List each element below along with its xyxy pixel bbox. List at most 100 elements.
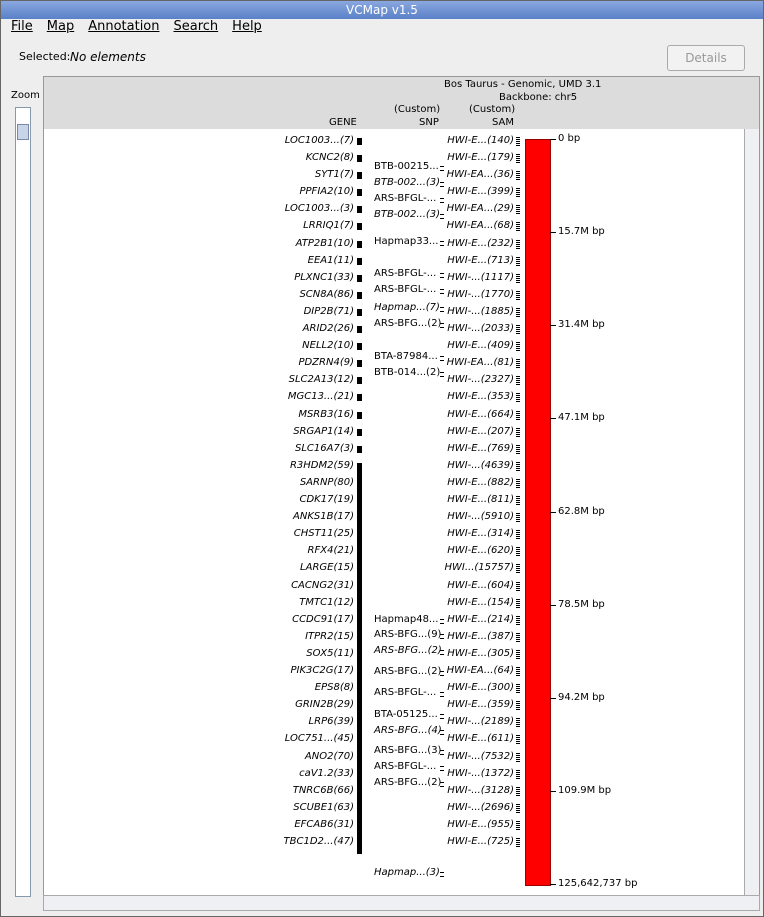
snp-label: ARS-BFG...(4) (374, 725, 442, 736)
gene-tick (357, 633, 362, 641)
sam-label: HWI-...(1770) (447, 288, 514, 300)
sam-label: HWI-EA...(68) (446, 220, 514, 232)
gene-tick (357, 497, 362, 505)
gene-label: PLXNC1(33) (294, 271, 354, 283)
gene-label: SCUBE1(63) (293, 801, 354, 813)
snp-label: BTB-00215... (374, 161, 439, 172)
gene-label: ITPR2(15) (305, 630, 354, 642)
sam-tick (516, 359, 520, 369)
sam-label: HWI-EA...(64) (446, 665, 514, 677)
gene-tick (357, 445, 362, 453)
gene-label: TMTC1(12) (299, 596, 354, 608)
sam-tick (516, 513, 520, 523)
sam-tick (516, 564, 520, 574)
gene-label: SCN8A(86) (299, 288, 354, 300)
sam-label: HWI-E...(214) (447, 613, 514, 625)
ruler-tick (550, 697, 556, 699)
gene-tick (357, 821, 362, 829)
sam-label: HWI-...(2189) (447, 716, 514, 728)
sam-label: HWI-EA...(29) (446, 203, 514, 215)
sam-label: HWI-...(2696) (447, 801, 514, 813)
sam-tick (516, 444, 520, 454)
sam-label: HWI-E...(713) (447, 254, 514, 266)
ruler-tick (550, 604, 556, 606)
gene-label: EFCAB6(31) (294, 818, 354, 830)
sam-tick (516, 393, 520, 403)
gene-label: ARID2(26) (302, 323, 354, 335)
v-scrollbar[interactable] (744, 129, 759, 895)
sam-label: HWI-...(3128) (447, 784, 514, 796)
ruler-label: 62.8M bp (558, 505, 605, 517)
gene-tick (357, 599, 362, 607)
zoom-slider[interactable] (15, 107, 31, 897)
menu-item[interactable]: Search (173, 19, 219, 34)
snp-tick (440, 166, 444, 171)
snp-tick (440, 619, 444, 624)
sam-tick (516, 530, 520, 540)
sam-label: HWI-E...(207) (447, 425, 514, 437)
sam-tick (516, 273, 520, 283)
backbone-bar (525, 139, 551, 886)
sam-label: HWI-E...(769) (447, 442, 514, 454)
ruler-tick (550, 884, 556, 885)
gene-label: EEA1(11) (307, 254, 354, 266)
ruler-tick (550, 790, 556, 792)
sam-label: HWI-E...(387) (447, 630, 514, 642)
h-scrollbar[interactable] (43, 895, 760, 911)
sam-label: HWI-E...(305) (447, 647, 514, 659)
gene-tick (357, 155, 362, 163)
sam-tick (516, 718, 520, 728)
gene-tick (357, 719, 362, 727)
gene-label: KCNC2(8) (305, 152, 354, 164)
gene-tick (357, 702, 362, 710)
sam-tick (516, 171, 520, 181)
gene-label: RFX4(21) (307, 545, 354, 557)
gene-tick (357, 343, 362, 351)
sam-tick (516, 752, 520, 762)
gene-tick (357, 462, 362, 470)
sam-label: HWI...(15757) (444, 562, 514, 574)
gene-tick (357, 274, 362, 282)
sam-label: HWI-E...(399) (447, 186, 514, 198)
gene-tick (357, 257, 362, 265)
snp-tick (440, 714, 444, 719)
snp-label: ARS-BFG...(9) (374, 629, 442, 640)
ruler-label: 94.2M bp (558, 691, 605, 703)
gene-tick (357, 172, 362, 180)
gene-tick (357, 411, 362, 419)
snp-tick (440, 198, 444, 203)
menu-item[interactable]: Help (232, 19, 262, 34)
gene-tick (357, 770, 362, 778)
sam-tick (516, 632, 520, 642)
gene-label: GRIN2B(29) (295, 699, 354, 711)
snp-tick (440, 634, 444, 639)
sam-tick (516, 325, 520, 335)
gene-label: MGC13...(21) (287, 391, 354, 403)
sam-label: HWI-E...(154) (447, 596, 514, 608)
gene-tick (357, 616, 362, 624)
snp-tick (440, 766, 444, 771)
snp-label: BTB-014...(2) (374, 367, 441, 378)
sam-tick (516, 820, 520, 830)
snp-label: BTA-87984... (374, 351, 438, 362)
menu-bar: File Map Annotation Search Help (1, 19, 763, 39)
sam-header: SAM (492, 117, 515, 128)
gene-tick (357, 685, 362, 693)
map-header: Bos Taurus - Genomic, UMD 3.1 Backbone: … (44, 77, 759, 129)
gene-tick (357, 138, 362, 145)
menu-item[interactable]: File (11, 19, 33, 34)
gene-label: LRRIQ1(7) (303, 220, 354, 232)
gene-header: GENE (329, 117, 357, 128)
menu-item[interactable]: Map (46, 19, 75, 34)
gene-label: SRGAP1(14) (293, 425, 354, 437)
sam-label: HWI-E...(604) (447, 579, 514, 591)
menu-item[interactable]: Annotation (88, 19, 160, 34)
sam-tick (516, 581, 520, 591)
title-bar: VCMap v1.5 (1, 1, 763, 19)
sam-tick (516, 615, 520, 625)
sam-tick (516, 598, 520, 608)
snp-custom: (Custom) (394, 104, 441, 115)
sam-label: HWI-E...(353) (447, 391, 514, 403)
sam-label: HWI-E...(882) (447, 476, 514, 488)
details-button[interactable]: Details (667, 45, 745, 71)
